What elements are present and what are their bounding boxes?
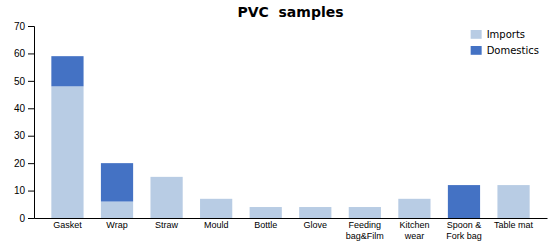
bar [349, 207, 381, 218]
title: PVC samples [237, 4, 343, 20]
tick-label-line: Kitchen [399, 220, 429, 230]
tick: Kitchenwear [399, 220, 429, 240]
tick-label: Straw [155, 220, 179, 230]
bar [51, 86, 83, 218]
bar [398, 198, 430, 199]
tick: 40 [14, 103, 34, 114]
tick: Bottle [254, 220, 277, 230]
tick-label-line: Straw [155, 220, 179, 230]
tick-mark [28, 53, 34, 54]
tick-mark [28, 26, 34, 27]
series [51, 56, 480, 218]
tick-label: Table mat [494, 220, 534, 230]
tick: Straw [155, 220, 179, 230]
axis-line [28, 27, 35, 219]
bar [150, 176, 182, 177]
tick: Glove [304, 220, 328, 230]
tick-label: Feedingbag&Film [346, 220, 384, 240]
tick: Feedingbag&Film [346, 220, 384, 240]
tick-label: 50 [14, 76, 26, 87]
tick-label: 20 [14, 158, 26, 169]
x-axis: Gasket Wrap Straw Mould Bottle Glove Feedingba… [35, 219, 548, 241]
tick-label: 10 [14, 185, 26, 196]
legend-swatch [471, 46, 482, 55]
chart: 0 10 20 30 40 50 60 70 Gasket Wrap Straw Mould Bottl… [0, 0, 559, 252]
tick: 20 [14, 158, 34, 169]
tick-label-line: wear [404, 231, 425, 241]
tick: Table mat [494, 220, 534, 230]
legend-item: Domestics [471, 45, 539, 56]
bar [349, 207, 381, 208]
tick: 70 [14, 21, 34, 32]
tick-label: Mould [204, 220, 229, 230]
tick-label: Spoon &Fork bag [446, 220, 482, 240]
tick-label-line: Wrap [106, 220, 127, 230]
bar [497, 185, 529, 218]
legend-swatch [471, 30, 482, 39]
tick-label: Wrap [106, 220, 127, 230]
tick-label-line: bag&Film [346, 231, 384, 241]
bar [51, 56, 83, 86]
bar [250, 207, 282, 208]
tick: Mould [204, 220, 229, 230]
tick-mark [28, 136, 34, 137]
bar [448, 185, 480, 218]
tick-label: 30 [14, 130, 26, 141]
legend-label: Imports [487, 29, 525, 40]
bar [200, 199, 232, 218]
tick-label-line: Feeding [349, 220, 382, 230]
bar [398, 199, 430, 218]
tick-mark [28, 218, 34, 219]
tick-label-line: Spoon & [447, 220, 482, 230]
tick-mark [28, 191, 34, 192]
tick-label: Gasket [53, 220, 82, 230]
bar [299, 207, 331, 218]
tick: 30 [14, 130, 34, 141]
tick-label: 40 [14, 103, 26, 114]
tick: 50 [14, 76, 34, 87]
tick-label-line: Glove [304, 220, 328, 230]
tick: Spoon &Fork bag [446, 220, 482, 240]
bars [51, 56, 529, 218]
legend: Imports Domestics [471, 29, 539, 56]
bar [101, 163, 133, 201]
tick: Wrap [106, 220, 127, 230]
bar [250, 207, 282, 218]
series [51, 86, 529, 218]
tick: 10 [14, 185, 34, 196]
tick: 60 [14, 48, 34, 59]
tick-label-line: Table mat [494, 220, 534, 230]
tick-mark [28, 163, 34, 164]
axis-line [35, 218, 548, 219]
bar [497, 185, 529, 186]
bar [101, 202, 133, 218]
tick-label: Bottle [254, 220, 277, 230]
tick: 0 [19, 213, 34, 224]
legend-item: Imports [471, 29, 525, 40]
tick-label: 60 [14, 48, 26, 59]
bar [299, 207, 331, 208]
tick-label: Kitchenwear [399, 220, 429, 240]
tick-label: 0 [19, 213, 25, 224]
y-axis: 0 10 20 30 40 50 60 70 [14, 21, 35, 224]
tick-mark [28, 81, 34, 82]
tick-label-line: Fork bag [446, 231, 482, 241]
plot: 0 10 20 30 40 50 60 70 Gasket Wrap Straw Mould Bottl… [14, 21, 548, 241]
legend-label: Domestics [487, 45, 539, 56]
tick-label: 70 [14, 21, 26, 32]
bar [150, 177, 182, 218]
tick: Gasket [53, 220, 82, 230]
tick-label-line: Bottle [254, 220, 277, 230]
tick-label-line: Mould [204, 220, 229, 230]
bar [200, 198, 232, 199]
tick-label: Glove [304, 220, 328, 230]
tick-mark [28, 108, 34, 109]
tick-label-line: Gasket [53, 220, 82, 230]
